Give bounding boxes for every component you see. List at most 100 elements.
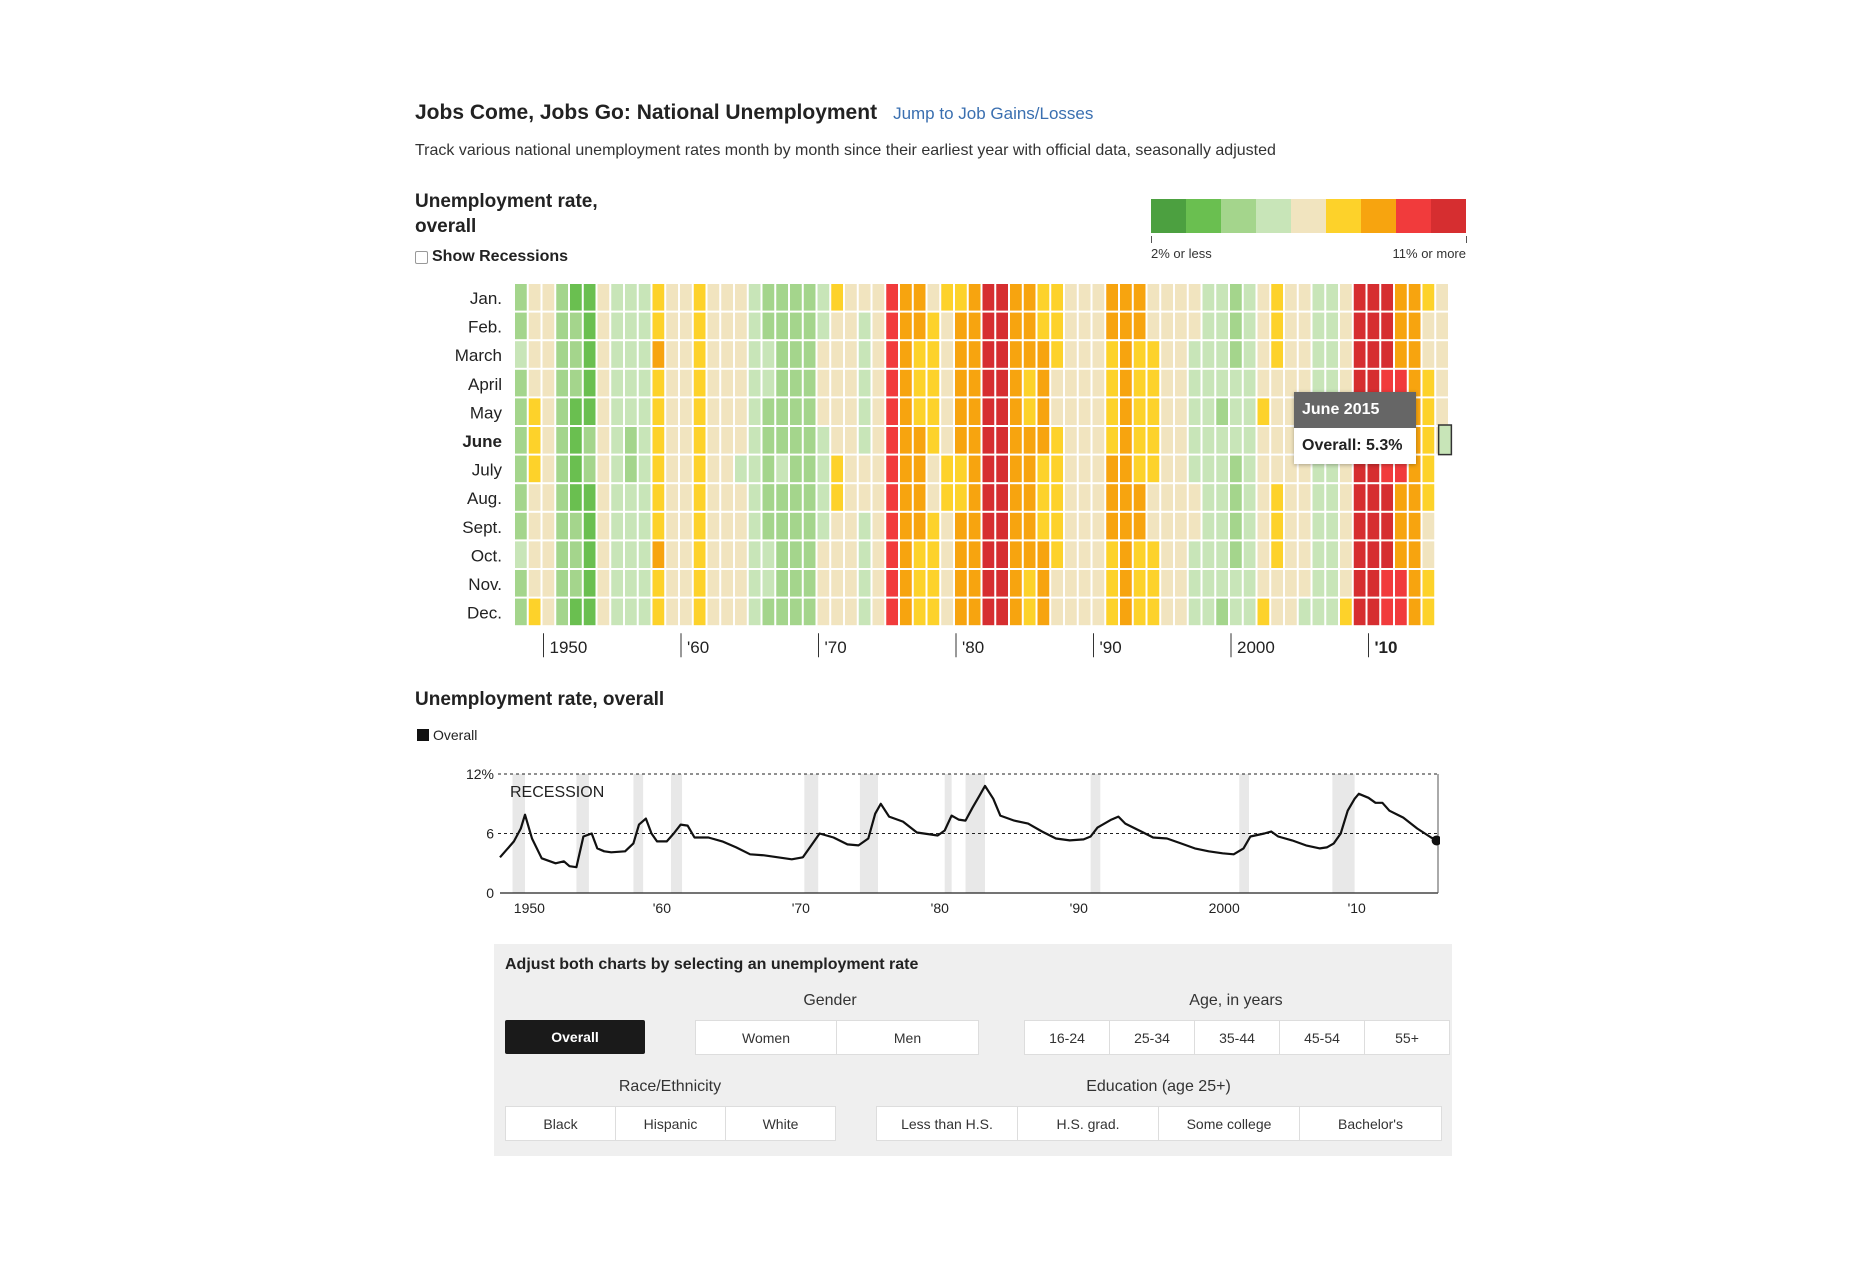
heatmap-cell[interactable] (1271, 570, 1283, 597)
heatmap-cell[interactable] (625, 570, 637, 597)
heatmap-cell[interactable] (1037, 484, 1050, 511)
heatmap-cell[interactable] (707, 570, 720, 597)
age-35-44-button[interactable]: 35-44 (1195, 1021, 1280, 1054)
heatmap-cell[interactable] (693, 570, 706, 597)
heatmap-cell[interactable] (955, 284, 967, 311)
heatmap-cell[interactable] (666, 369, 678, 397)
heatmap-cell[interactable] (1340, 369, 1352, 397)
heatmap-cell[interactable] (1285, 484, 1297, 511)
heatmap-cell[interactable] (680, 427, 692, 454)
heatmap-cell[interactable] (693, 512, 706, 540)
heatmap-cell[interactable] (913, 541, 926, 568)
heatmap-cell[interactable] (941, 512, 953, 540)
heatmap-cell[interactable] (1340, 570, 1352, 597)
heatmap-cell[interactable] (1298, 598, 1311, 626)
heatmap-cell[interactable] (556, 284, 568, 311)
heatmap-cell[interactable] (1133, 427, 1146, 454)
heatmap-cell[interactable] (1381, 484, 1393, 511)
heatmap-cell[interactable] (1161, 512, 1173, 540)
heatmap-cell[interactable] (1326, 455, 1338, 483)
heatmap-cell[interactable] (913, 427, 926, 454)
heatmap-cell[interactable] (680, 455, 692, 483)
heatmap-cell[interactable] (693, 398, 706, 425)
heatmap-cell[interactable] (1175, 427, 1187, 454)
heatmap-cell[interactable] (886, 512, 898, 540)
heatmap-cell[interactable] (542, 427, 555, 454)
heatmap-cell[interactable] (1353, 341, 1366, 368)
heatmap-cell[interactable] (1202, 284, 1215, 311)
heatmap-cell[interactable] (1230, 570, 1242, 597)
heatmap-cell[interactable] (1023, 512, 1036, 540)
heatmap-cell[interactable] (1271, 369, 1283, 397)
heatmap-cell[interactable] (900, 341, 912, 368)
heatmap-cell[interactable] (570, 570, 582, 597)
heatmap-cell[interactable] (652, 598, 665, 626)
heatmap-cell[interactable] (790, 455, 802, 483)
heatmap-cell[interactable] (1133, 455, 1146, 483)
heatmap-cell[interactable] (776, 455, 788, 483)
heatmap-cell[interactable] (515, 455, 527, 483)
heatmap-cell[interactable] (1010, 341, 1022, 368)
heatmap-cell[interactable] (1367, 312, 1380, 340)
age-55-plus-button[interactable]: 55+ (1395, 1029, 1419, 1046)
heatmap-cell[interactable] (721, 541, 733, 568)
heatmap-cell[interactable] (927, 598, 940, 626)
overall-button[interactable]: Overall (505, 1020, 645, 1054)
heatmap-cell[interactable] (583, 398, 596, 425)
hispanic-button[interactable]: Hispanic (616, 1107, 726, 1140)
heatmap-cell[interactable] (1312, 598, 1325, 626)
heatmap-cell[interactable] (721, 284, 733, 311)
heatmap-cell[interactable] (955, 369, 967, 397)
heatmap-cell[interactable] (845, 512, 857, 540)
heatmap-cell[interactable] (1422, 427, 1435, 454)
heatmap-cell[interactable] (1326, 570, 1338, 597)
heatmap-cell[interactable] (1023, 398, 1036, 425)
heatmap-cell[interactable] (872, 598, 885, 626)
heatmap-cell[interactable] (982, 398, 995, 425)
heatmap-cell[interactable] (1271, 484, 1283, 511)
heatmap-cell[interactable] (611, 541, 623, 568)
heatmap-cell[interactable] (913, 455, 926, 483)
heatmap-cell[interactable] (845, 341, 857, 368)
heatmap-cell[interactable] (1395, 570, 1407, 597)
heatmap-cell[interactable] (735, 484, 747, 511)
heatmap-cell[interactable] (803, 598, 816, 626)
heatmap-cell[interactable] (1161, 398, 1173, 425)
heatmap-cell[interactable] (1010, 427, 1022, 454)
heatmap-cell[interactable] (982, 512, 995, 540)
heatmap-cell[interactable] (1271, 512, 1283, 540)
heatmap-cell[interactable] (886, 541, 898, 568)
heatmap-cell[interactable] (542, 570, 555, 597)
heatmap-cell[interactable] (831, 284, 843, 311)
heatmap-cell[interactable] (625, 512, 637, 540)
heatmap-cell[interactable] (900, 512, 912, 540)
heatmap-cell[interactable] (1078, 484, 1091, 511)
heatmap-cell[interactable] (1353, 570, 1366, 597)
heatmap-cell[interactable] (748, 369, 761, 397)
heatmap-cell[interactable] (1010, 541, 1022, 568)
heatmap-cell[interactable] (955, 541, 967, 568)
heatmap-cell[interactable] (1037, 341, 1050, 368)
heatmap-cell[interactable] (515, 427, 527, 454)
heatmap-cell[interactable] (515, 570, 527, 597)
heatmap-cell[interactable] (1257, 284, 1270, 311)
heatmap-cell[interactable] (583, 541, 596, 568)
heatmap-cell[interactable] (762, 398, 775, 425)
heatmap-cell[interactable] (803, 570, 816, 597)
heatmap-cell[interactable] (1395, 341, 1407, 368)
heatmap-cell[interactable] (1367, 570, 1380, 597)
heatmap-cell[interactable] (1381, 541, 1393, 568)
heatmap-cell[interactable] (1271, 541, 1283, 568)
heatmap-cell[interactable] (982, 312, 995, 340)
heatmap-cell[interactable] (1010, 312, 1022, 340)
heatmap-cell[interactable] (776, 312, 788, 340)
heatmap-cell[interactable] (1023, 427, 1036, 454)
heatmap-cell[interactable] (1257, 484, 1270, 511)
heatmap-cell[interactable] (1133, 398, 1146, 425)
heatmap-cell[interactable] (638, 455, 651, 483)
heatmap-cell[interactable] (900, 398, 912, 425)
heatmap-cell[interactable] (735, 369, 747, 397)
heatmap-cell[interactable] (597, 369, 610, 397)
heatmap-cell[interactable] (1216, 398, 1228, 425)
heatmap-cell[interactable] (886, 570, 898, 597)
